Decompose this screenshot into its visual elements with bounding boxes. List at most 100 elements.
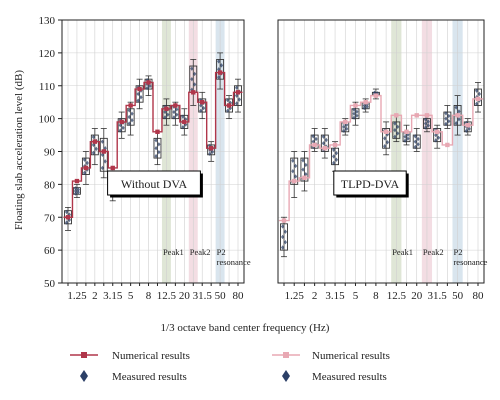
- measured-point: [403, 134, 407, 139]
- measured-point: [423, 121, 428, 126]
- y-tick-label: 50: [44, 278, 56, 290]
- numerical-point: [404, 129, 409, 134]
- measured-point: [416, 142, 420, 147]
- measured-point: [294, 174, 298, 179]
- legend-item-right-measured: Measured results: [282, 370, 387, 383]
- measured-point: [91, 150, 96, 156]
- measured-point: [467, 126, 471, 132]
- measured-point: [73, 188, 78, 194]
- panel-label-box: [333, 170, 407, 196]
- box: [422, 118, 431, 129]
- y-tick-label: 90: [44, 147, 56, 159]
- measured-point: [321, 134, 326, 139]
- numerical-point: [83, 165, 89, 171]
- measured-point: [423, 125, 428, 130]
- measured-point: [423, 117, 428, 122]
- measured-point: [100, 165, 104, 171]
- box: [412, 134, 421, 149]
- measured-point: [475, 88, 479, 93]
- measured-point: [235, 101, 239, 106]
- measured-point: [127, 121, 131, 126]
- x-tick-label: 12.5: [387, 290, 407, 302]
- region-label: Peak2: [423, 247, 444, 257]
- measured-point: [352, 107, 356, 112]
- box: [234, 85, 242, 106]
- region-label: P2 resonance: [217, 247, 251, 267]
- measured-point: [355, 109, 359, 114]
- measured-point: [454, 121, 458, 126]
- legend-right-measured-label: Measured results: [312, 371, 387, 383]
- measured-point: [100, 139, 104, 144]
- measured-point: [434, 132, 438, 138]
- measured-point: [82, 170, 87, 176]
- panel-without-dva: Peak1 Peak2 P2 resonance 50 60 70 80 90 100 110 120…: [39, 15, 251, 302]
- measured-point: [175, 112, 179, 117]
- measured-point: [291, 158, 295, 163]
- measured-point: [148, 83, 152, 89]
- measured-point: [393, 134, 397, 139]
- measured-point: [334, 157, 339, 162]
- measured-point: [334, 150, 339, 156]
- box: [474, 88, 482, 106]
- x-tick-label: 2: [312, 290, 318, 302]
- plot-frame: [277, 19, 485, 284]
- numerical-point: [414, 113, 419, 118]
- numerical-point: [217, 70, 223, 75]
- x-axis-label: 1/3 octave band center frequency (Hz): [161, 322, 330, 334]
- x-tick-label: 50: [452, 290, 464, 302]
- legend-left-numerical-label: Numerical results: [112, 350, 190, 362]
- measured-point: [314, 136, 318, 142]
- legend-left-diamond-marker: [80, 370, 88, 382]
- numerical-point: [353, 103, 358, 108]
- box: [216, 59, 225, 80]
- measured-point: [434, 138, 438, 143]
- legend-left-square-marker: [81, 352, 87, 358]
- region-label-line: P2: [217, 247, 226, 257]
- region-label: Peak2: [190, 247, 211, 257]
- numerical-point: [226, 103, 232, 108]
- measured-point: [413, 144, 417, 150]
- measured-point: [464, 128, 468, 133]
- numerical-point: [332, 142, 338, 148]
- measured-point: [166, 112, 170, 117]
- legend-right-square-marker: [283, 352, 289, 358]
- measured-point: [281, 245, 285, 250]
- measured-point: [457, 117, 461, 122]
- measured-point: [210, 149, 215, 155]
- region-label: P2 resonance: [453, 247, 487, 267]
- x-tick-label: 8: [373, 290, 379, 302]
- measured-point: [154, 138, 158, 143]
- measured-point: [175, 107, 179, 112]
- y-tick-label: 80: [44, 179, 56, 191]
- measured-point: [136, 91, 140, 97]
- measured-point: [103, 159, 107, 164]
- measured-point: [324, 137, 328, 143]
- measured-point: [413, 139, 417, 144]
- x-tick-label: 3.15: [103, 290, 123, 302]
- measured-point: [365, 104, 369, 109]
- measured-point: [475, 101, 479, 107]
- box: [198, 98, 207, 113]
- x-tick-label: 80: [473, 290, 485, 302]
- x-tick-label: 1.25: [285, 290, 305, 302]
- y-axis-label: Floating slab acceleration level (dB): [13, 70, 25, 230]
- box: [351, 108, 360, 120]
- box: [300, 157, 309, 182]
- numerical-point: [455, 113, 460, 118]
- measured-point: [157, 149, 161, 155]
- measured-point: [444, 121, 448, 127]
- measured-point: [91, 134, 96, 140]
- measured-point: [332, 160, 336, 166]
- measured-point: [184, 122, 188, 127]
- measured-point: [342, 128, 346, 133]
- box: [126, 108, 135, 126]
- measured-point: [352, 115, 356, 120]
- measured-point: [157, 142, 161, 147]
- legend-item-left-numerical: Numerical results: [70, 350, 190, 362]
- measured-point: [426, 123, 430, 128]
- measured-point: [145, 85, 149, 91]
- numerical-point: [475, 96, 481, 102]
- numerical-point: [434, 129, 440, 134]
- measured-point: [127, 108, 131, 113]
- legend-item-left-measured: Measured results: [80, 370, 187, 383]
